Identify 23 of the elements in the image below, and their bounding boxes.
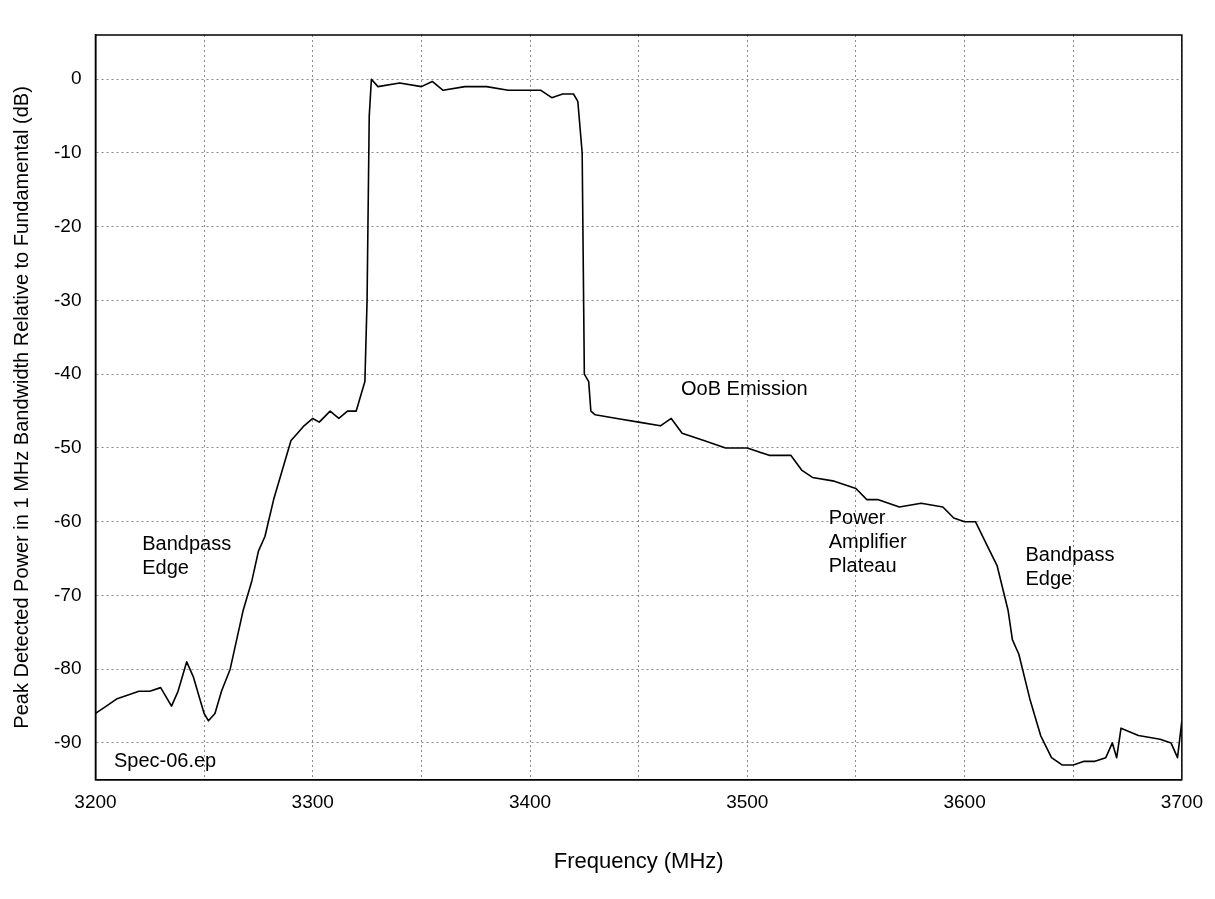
y-tick-label: -20 <box>53 214 82 236</box>
y-tick-label: -80 <box>53 657 82 679</box>
x-tick-label: 3500 <box>726 791 769 813</box>
y-tick-label: -10 <box>53 141 82 163</box>
y-tick-label: -60 <box>53 509 82 531</box>
x-tick-label: 3300 <box>291 791 334 813</box>
y-tick-label: -40 <box>53 362 82 384</box>
y-tick-label: -90 <box>53 731 82 753</box>
annotation: Spec-06.ep <box>113 749 217 772</box>
annotation: Bandpass Edge <box>142 531 232 578</box>
y-axis-title: Peak Detected Power in 1 MHz Bandwidth Relative to Fundamental (dB) <box>9 86 32 729</box>
annotation: Bandpass Edge <box>1025 542 1115 589</box>
annotation: OoB Emission <box>681 376 808 399</box>
y-tick-label: -30 <box>53 288 82 310</box>
y-tick-label: -50 <box>53 436 82 458</box>
y-tick-label: -70 <box>53 583 82 605</box>
x-tick-label: 3700 <box>1160 791 1204 813</box>
y-tick-label: 0 <box>70 67 82 89</box>
x-tick-label: 3600 <box>943 791 986 813</box>
annotation: Power Amplifier Plateau <box>828 506 907 577</box>
x-axis-title: Frequency (MHz) <box>553 847 724 873</box>
x-tick-label: 3200 <box>74 791 117 813</box>
x-tick-label: 3400 <box>508 791 552 813</box>
